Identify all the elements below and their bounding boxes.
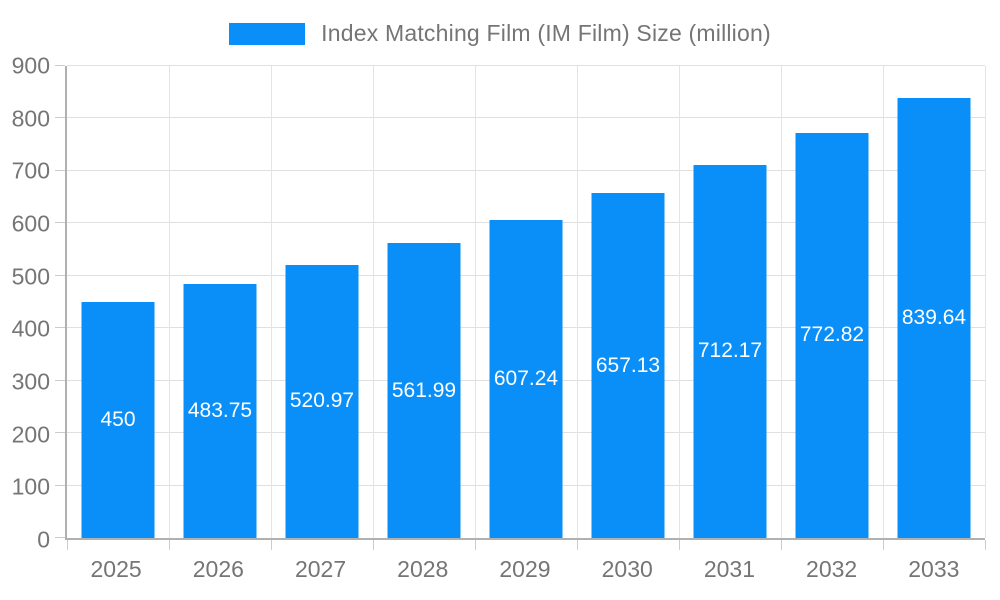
gridline-h — [67, 65, 985, 66]
gridline-v — [678, 66, 680, 538]
x-axis-category-label: 2028 — [397, 556, 449, 582]
gridline-v — [577, 66, 578, 538]
gridline-v — [169, 66, 170, 538]
x-axis-tick — [678, 540, 680, 550]
bar-value-label: 657.13 — [595, 353, 661, 377]
bar-2030[interactable]: 657.13 — [591, 193, 665, 538]
y-axis-tick — [55, 484, 65, 486]
x-axis-category-label: 2025 — [90, 556, 142, 582]
y-axis-tick — [55, 274, 65, 276]
bar-value-label: 561.99 — [391, 378, 457, 402]
x-axis-category-label: 2030 — [601, 556, 653, 582]
x-axis-category-label: 2033 — [908, 556, 960, 582]
y-axis-tick — [55, 379, 65, 381]
y-axis-tick — [55, 65, 65, 66]
bar-value-label: 607.24 — [493, 366, 559, 390]
bar-2027[interactable]: 520.97 — [285, 264, 359, 538]
bar-value-label: 483.75 — [187, 399, 253, 423]
y-axis-tick-label: 300 — [11, 368, 50, 395]
x-axis-category-label: 2026 — [192, 556, 244, 582]
x-axis-tick — [883, 540, 884, 550]
x-axis-category-label: 2029 — [499, 556, 551, 582]
gridline-v — [985, 66, 986, 538]
x-axis-labels: 2025 2026 2027 2028 2029 2030 2031 2032 2033 — [65, 556, 985, 583]
bar-2029[interactable]: 607.24 — [489, 219, 563, 538]
x-axis-tick — [67, 540, 68, 550]
chart-legend[interactable]: Index Matching Film (IM Film) Size (mill… — [0, 20, 1000, 47]
bar-value-label: 712.17 — [697, 339, 763, 363]
gridline-v — [271, 66, 272, 538]
x-axis-category-label: 2031 — [703, 556, 755, 582]
bar-2031[interactable]: 712.17 — [693, 164, 767, 538]
bar-2028[interactable]: 561.99 — [387, 243, 461, 538]
y-axis-tick — [55, 537, 65, 538]
y-axis-tick — [55, 222, 65, 224]
bar-2032[interactable]: 772.82 — [795, 132, 869, 538]
legend-label: Index Matching Film (IM Film) Size (mill… — [321, 20, 771, 46]
bar-2025[interactable]: 450 — [81, 302, 155, 538]
y-axis-labels: 0 100 200 300 400 500 600 700 800 900 — [0, 53, 50, 553]
bar-2026[interactable]: 483.75 — [183, 284, 257, 538]
gridline-v — [781, 66, 782, 538]
x-axis-tick — [577, 540, 578, 550]
x-axis-category-label: 2027 — [294, 556, 347, 582]
bar-value-label: 772.82 — [799, 323, 865, 347]
legend-swatch-icon — [229, 22, 306, 45]
gridline-v — [475, 66, 476, 538]
y-axis-tick — [55, 432, 65, 434]
bar-value-label: 520.97 — [289, 389, 355, 413]
gridline-h — [67, 117, 985, 119]
y-axis-tick-label: 800 — [11, 105, 50, 132]
x-axis-tick — [372, 540, 374, 550]
y-axis-tick-label: 200 — [11, 421, 50, 448]
y-axis-tick-label: 900 — [11, 52, 50, 79]
gridline-v — [883, 66, 884, 538]
y-axis-tick-label: 700 — [11, 157, 50, 184]
y-axis-tick — [55, 169, 65, 171]
gridline-h — [67, 169, 985, 171]
x-axis-tick — [985, 540, 986, 550]
x-axis-tick — [271, 540, 272, 550]
y-axis-tick-label: 100 — [11, 473, 50, 500]
bar-value-label: 839.64 — [901, 305, 967, 329]
gridline-v — [372, 66, 374, 538]
x-axis-tick — [475, 540, 476, 550]
bar-value-label: 450 — [100, 408, 136, 431]
y-axis-tick-label: 600 — [11, 210, 50, 237]
y-axis-tick-label: 0 — [37, 526, 50, 553]
x-axis-tick — [781, 540, 782, 550]
y-axis-tick-label: 400 — [11, 315, 50, 342]
plot-area: 450 483.75 520.97 561.99 607.24 657.13 712.17 7… — [55, 65, 986, 550]
y-axis-tick — [55, 117, 65, 119]
x-axis-category-label: 2032 — [806, 556, 858, 582]
y-axis-tick — [55, 327, 65, 329]
y-axis-tick-label: 500 — [11, 263, 50, 290]
x-axis-tick — [169, 540, 170, 550]
bar-2033[interactable]: 839.64 — [897, 97, 971, 538]
